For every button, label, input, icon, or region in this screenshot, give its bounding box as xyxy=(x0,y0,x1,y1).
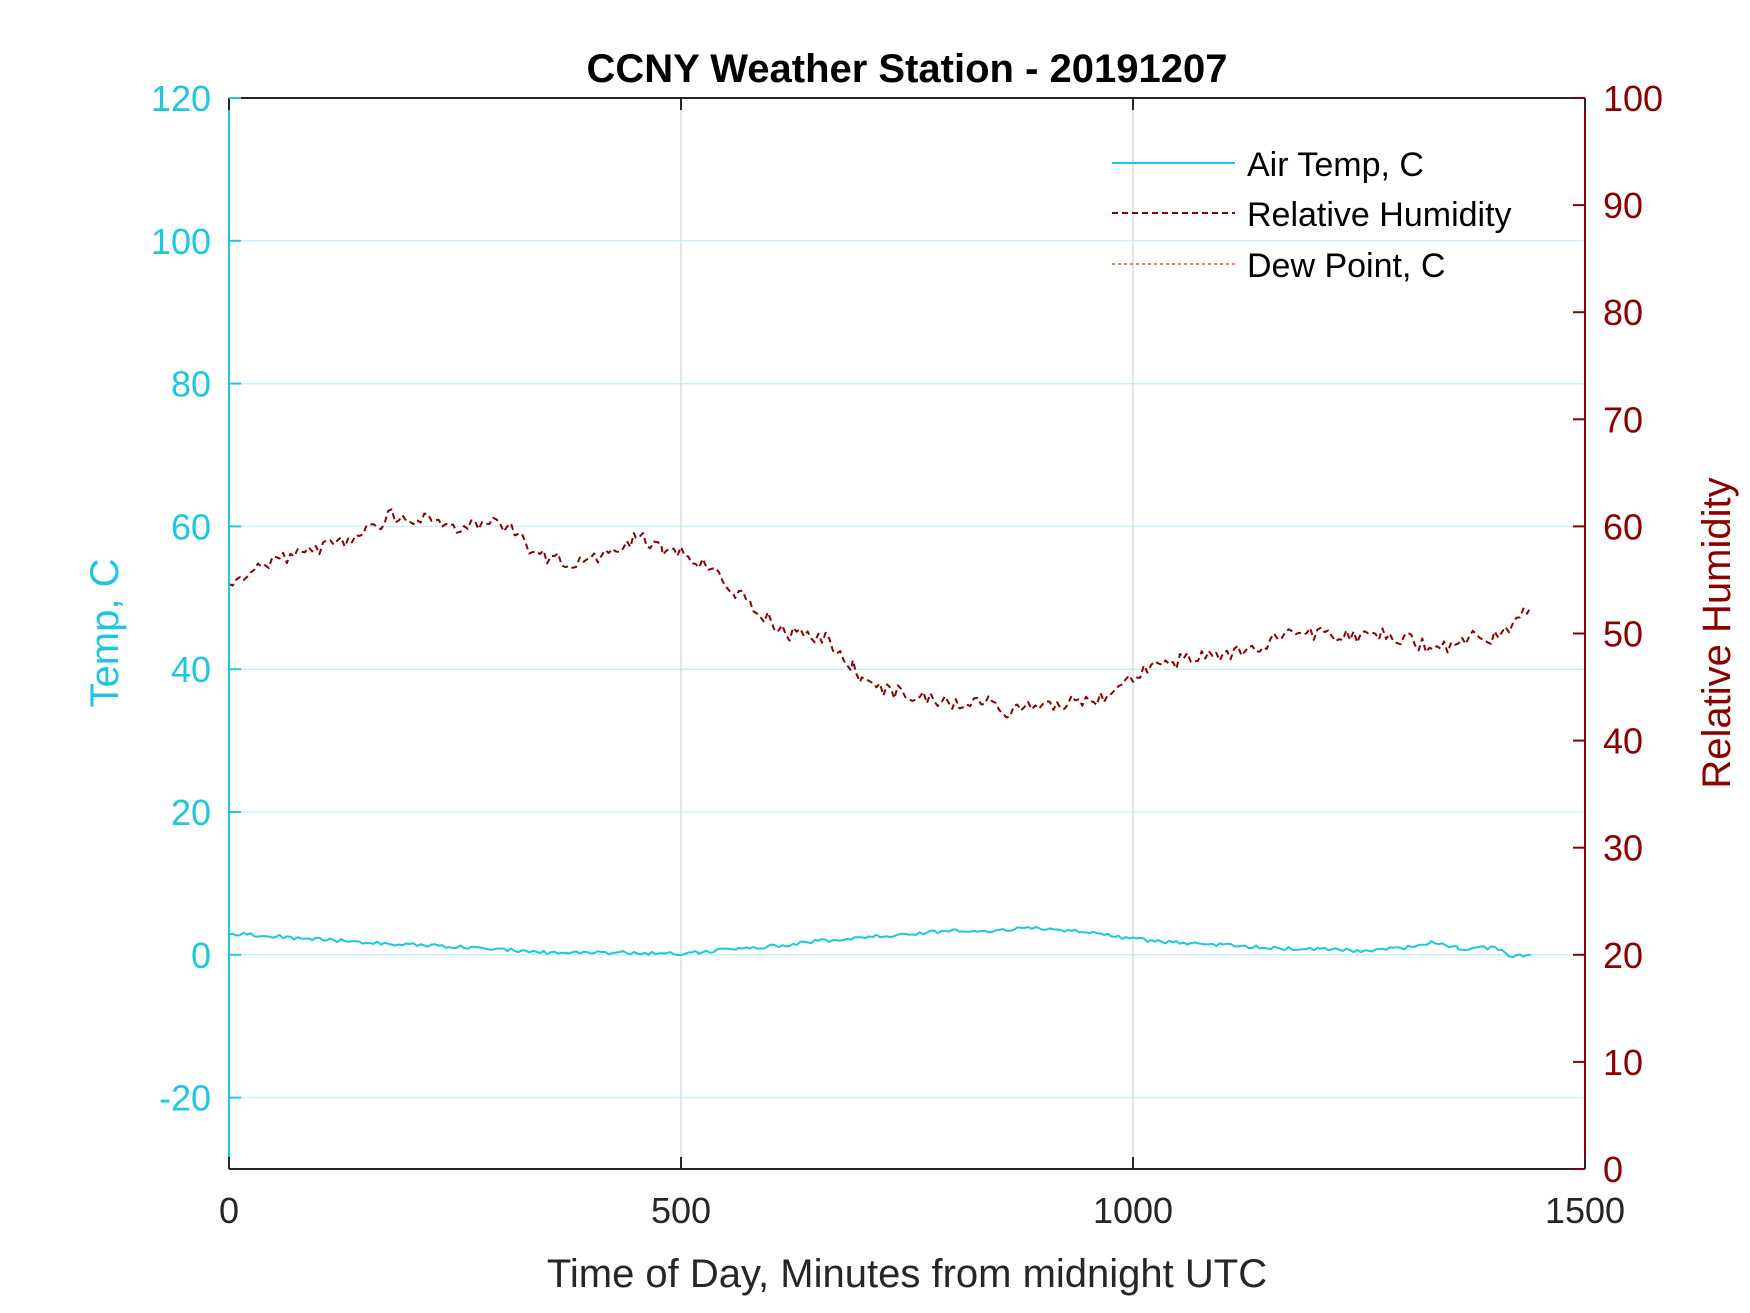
y-left-tick-label: 0 xyxy=(191,935,211,976)
y-right-tick-label: 10 xyxy=(1603,1042,1643,1083)
legend: Air Temp, C Relative Humidity Dew Point,… xyxy=(1112,146,1512,285)
chart-title: CCNY Weather Station - 20191207 xyxy=(587,47,1228,91)
axes xyxy=(228,97,1586,1170)
y-right-tick-label: 60 xyxy=(1603,506,1643,547)
legend-label-relative-humidity: Relative Humidity xyxy=(1247,196,1512,234)
y-left-tick-label: 80 xyxy=(171,364,211,405)
y-left-tick-label: 100 xyxy=(151,221,211,262)
x-axis-label: Time of Day, Minutes from midnight UTC xyxy=(547,1252,1267,1296)
y-left-tick-label: 20 xyxy=(171,792,211,833)
y-right-axis-label: Relative Humidity xyxy=(1695,477,1739,788)
y-left-tick-label: 40 xyxy=(171,649,211,690)
y-right-tick-label: 40 xyxy=(1603,721,1643,762)
y-right-tick-label: 20 xyxy=(1603,935,1643,976)
y-left-tick-label: 120 xyxy=(151,78,211,119)
series-air-temp xyxy=(228,926,1531,959)
tick-labels: 0 500 1000 1500 -20 0 20 40 60 80 100 120 0 10 20 30 40 5… xyxy=(151,78,1663,1231)
y-right-tick-label: 50 xyxy=(1603,614,1643,655)
series-relative-humidity xyxy=(228,508,1532,719)
y-right-tick-label: 90 xyxy=(1603,185,1643,226)
y-right-tick-label: 100 xyxy=(1603,78,1663,119)
y-left-axis-label: Temp, C xyxy=(83,559,127,708)
x-tick-label: 500 xyxy=(651,1190,711,1231)
legend-label-dew-point: Dew Point, C xyxy=(1247,247,1445,285)
y-right-tick-label: 80 xyxy=(1603,292,1643,333)
x-tick-label: 1000 xyxy=(1093,1190,1173,1231)
series-layer xyxy=(228,508,1532,959)
x-tick-label: 0 xyxy=(219,1190,239,1231)
legend-label-air-temp: Air Temp, C xyxy=(1247,146,1424,184)
plot-area xyxy=(229,98,1585,1169)
y-right-tick-label: 30 xyxy=(1603,828,1643,869)
y-left-tick-label: -20 xyxy=(159,1078,211,1119)
y-right-tick-label: 70 xyxy=(1603,399,1643,440)
x-tick-label: 1500 xyxy=(1545,1190,1625,1231)
y-left-tick-label: 60 xyxy=(171,506,211,547)
y-right-tick-label: 0 xyxy=(1603,1149,1623,1190)
